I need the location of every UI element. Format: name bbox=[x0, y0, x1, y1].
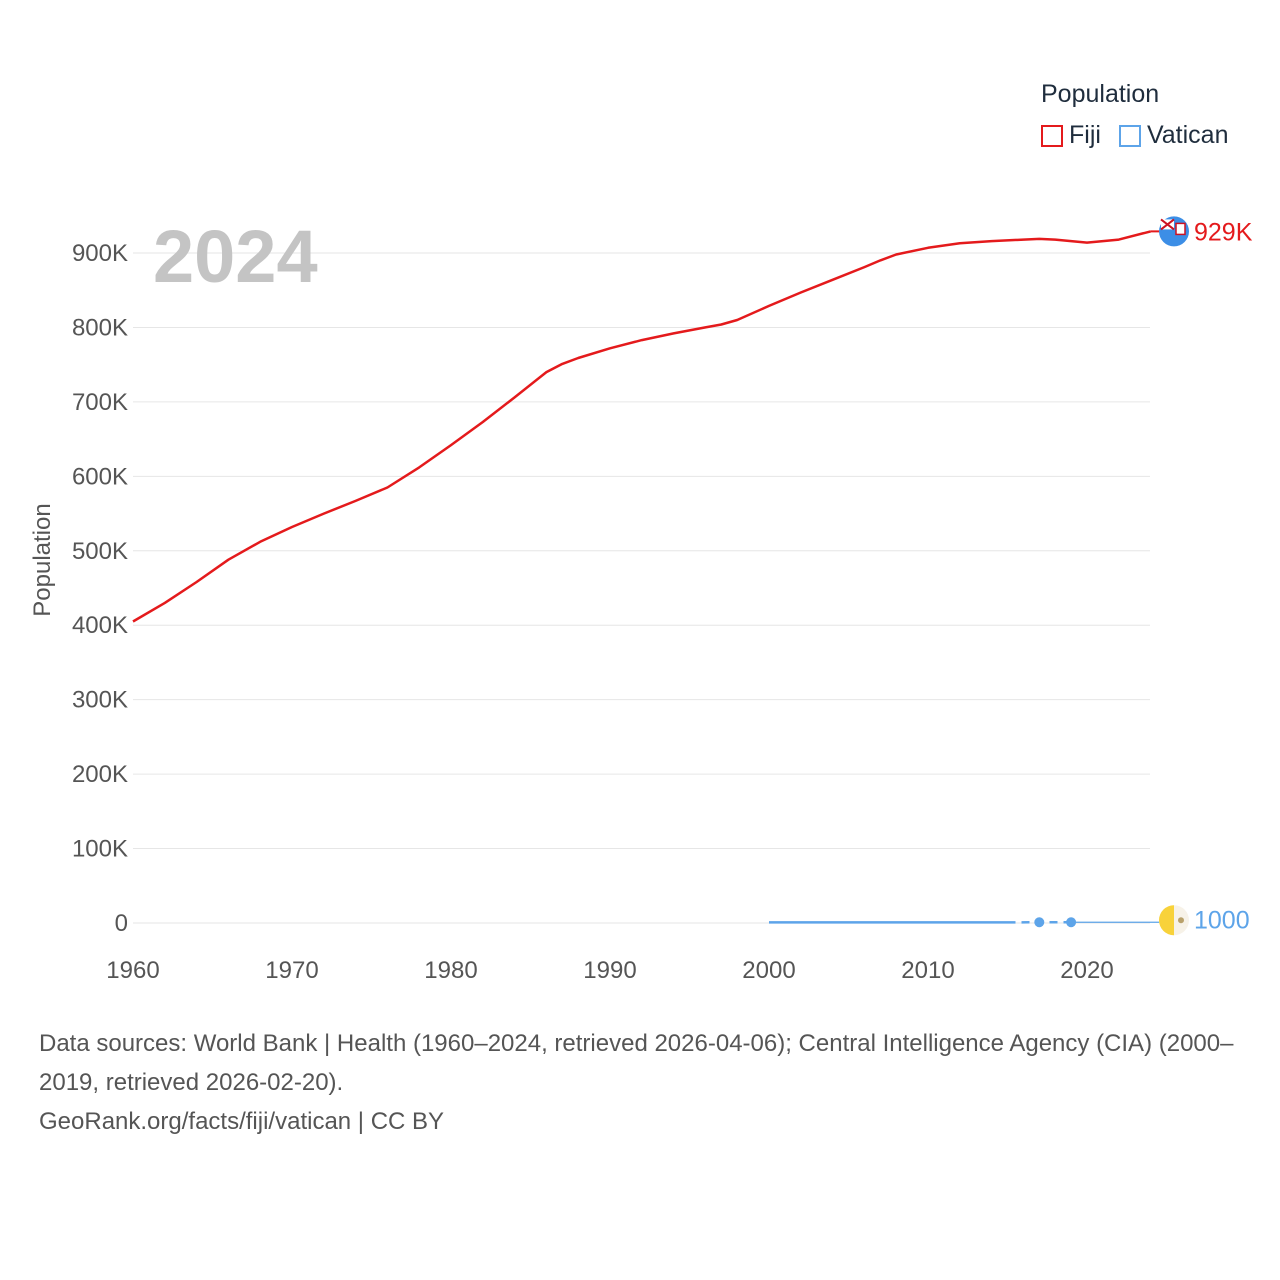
series-lines bbox=[132, 230, 1160, 928]
legend-label-fiji: Fiji bbox=[1069, 121, 1101, 149]
y-tick-label: 300K bbox=[72, 687, 128, 714]
series-line-fiji bbox=[132, 230, 1151, 623]
legend-item-vatican[interactable]: Vatican bbox=[1118, 121, 1229, 150]
x-tick-label: 1970 bbox=[265, 957, 318, 984]
y-tick-label: 500K bbox=[72, 538, 128, 565]
fiji-flag-icon bbox=[1159, 216, 1189, 247]
y-axis-label: Population bbox=[29, 503, 56, 616]
x-tick-label: 1980 bbox=[424, 957, 477, 984]
data-sources-text: Data sources: World Bank | Health (1960–… bbox=[39, 1030, 1234, 1096]
legend-item-fiji[interactable]: Fiji bbox=[1041, 121, 1101, 150]
footer: Data sources: World Bank | Health (1960–… bbox=[39, 1024, 1249, 1141]
vatican-flag-icon bbox=[1159, 905, 1189, 936]
end-label-vatican: 1000 bbox=[1194, 906, 1250, 934]
y-tick-label: 600K bbox=[72, 463, 128, 490]
y-axis-ticks: 0 100K 200K 300K 400K 500K 600K 700K 800K 900K bbox=[72, 240, 128, 937]
population-chart: 2024 0 100K 200K 300K 400K 500K 600K 700K 800K 90… bbox=[29, 215, 1253, 984]
x-tick-label: 2010 bbox=[901, 957, 954, 984]
x-tick-label: 2000 bbox=[742, 957, 795, 984]
x-tick-label: 1960 bbox=[106, 957, 159, 984]
end-label-fiji: 929K bbox=[1194, 218, 1253, 246]
x-tick-label: 1990 bbox=[583, 957, 636, 984]
x-axis-ticks: 1960 1970 1980 1990 2000 2010 2020 bbox=[106, 957, 1113, 984]
end-markers: 929K 1000 bbox=[1150, 216, 1253, 936]
y-tick-label: 800K bbox=[72, 314, 128, 341]
legend-title: Population bbox=[1041, 80, 1160, 108]
x-tick-label: 2020 bbox=[1060, 957, 1113, 984]
data-point-vatican[interactable] bbox=[1034, 917, 1045, 928]
y-tick-label: 200K bbox=[72, 761, 128, 788]
data-point-vatican[interactable] bbox=[1066, 917, 1077, 928]
credit-link[interactable]: GeoRank.org/facts/fiji/vatican | CC BY bbox=[39, 1108, 445, 1135]
y-tick-label: 400K bbox=[72, 612, 128, 639]
legend: Fiji Vatican bbox=[1041, 121, 1246, 150]
year-watermark: 2024 bbox=[153, 215, 318, 298]
y-tick-label: 0 bbox=[115, 910, 128, 937]
y-tick-label: 900K bbox=[72, 240, 128, 267]
y-tick-label: 700K bbox=[72, 389, 128, 416]
legend-swatch-vatican bbox=[1118, 124, 1141, 147]
legend-swatch-fiji bbox=[1041, 124, 1063, 147]
y-tick-label: 100K bbox=[72, 836, 128, 863]
gridlines bbox=[133, 252, 1150, 924]
legend-label-vatican: Vatican bbox=[1146, 121, 1229, 149]
